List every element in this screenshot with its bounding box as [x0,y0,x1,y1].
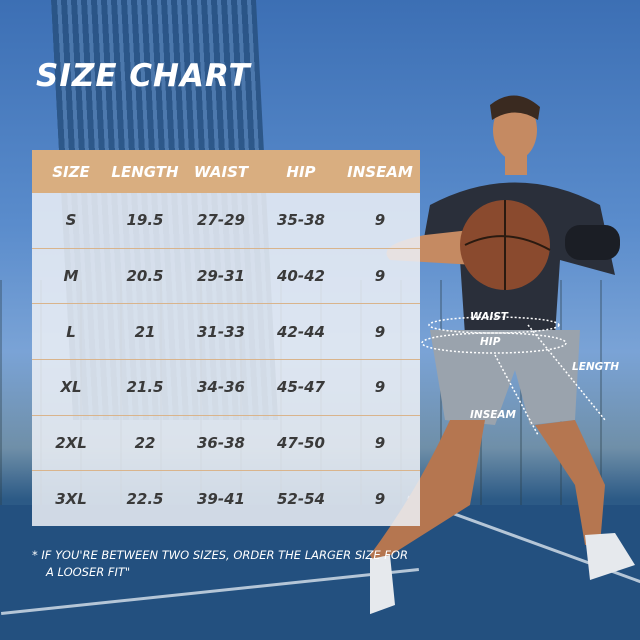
table-row: 3XL 22.5 39-41 52-54 9 [32,470,420,527]
table-cell: 21 [134,322,156,341]
table-cell: 9 [374,378,386,397]
table-row: XL 21.5 34-36 45-47 9 [32,359,420,415]
table-cell: 20.5 [126,267,164,286]
table-cell: 9 [374,267,386,286]
table-cell: 2XL [55,434,87,453]
size-note: * IF YOU'RE BETWEEN TWO SIZES, ORDER THE… [32,547,408,581]
header-cell: INSEAM [347,162,413,181]
inseam-label: INSEAM [470,409,517,421]
header-cell: LENGTH [111,162,179,181]
header-cell: WAIST [193,162,249,181]
table-cell: L [66,322,76,341]
page-title: SIZE CHART [36,58,251,94]
table-cell: 45-47 [277,378,325,397]
table-cell: 35-38 [277,211,325,230]
table-cell: 47-50 [277,434,325,453]
length-label: LENGTH [572,361,620,373]
table-cell: 9 [374,322,386,341]
player-photo [370,95,635,615]
table-cell: M [63,267,79,286]
table-cell: 34-36 [197,378,245,397]
table-cell: 9 [374,489,386,508]
table-cell: 42-44 [277,322,325,341]
note-line: * IF YOU'RE BETWEEN TWO SIZES, ORDER THE… [32,548,408,562]
hip-label: HIP [480,336,501,348]
table-header: SIZE LENGTH WAIST HIP INSEAM [32,150,420,193]
table-cell: 40-42 [277,267,325,286]
table-cell: 31-33 [197,322,245,341]
table-row: L 21 31-33 42-44 9 [32,303,420,360]
table-row: 2XL 22 36-38 47-50 9 [32,414,420,471]
table-row: M 20.5 29-31 40-42 9 [32,247,420,304]
table-cell: 22.5 [126,489,164,508]
table-cell: 27-29 [197,211,245,230]
waist-label: WAIST [470,311,508,323]
table-cell: 3XL [55,489,87,508]
table-cell: 19.5 [126,211,164,230]
header-cell: HIP [286,162,316,181]
table-cell: 36-38 [197,434,245,453]
table-cell: 21.5 [126,378,164,397]
header-cell: SIZE [52,162,90,181]
court [0,505,640,640]
table-cell: 39-41 [197,489,245,508]
table-cell: 29-31 [197,267,245,286]
table-cell: 9 [374,434,386,453]
note-line: A LOOSER FIT" [46,565,131,579]
size-chart-table: SIZE LENGTH WAIST HIP INSEAM S 19.5 27-29 3… [32,150,420,527]
table-cell: 52-54 [277,489,325,508]
table-cell: S [65,211,77,230]
table-cell: 9 [374,211,386,230]
table-cell: XL [60,378,82,397]
table-cell: 22 [134,434,156,453]
table-row: S 19.5 27-29 35-38 9 [32,193,420,248]
